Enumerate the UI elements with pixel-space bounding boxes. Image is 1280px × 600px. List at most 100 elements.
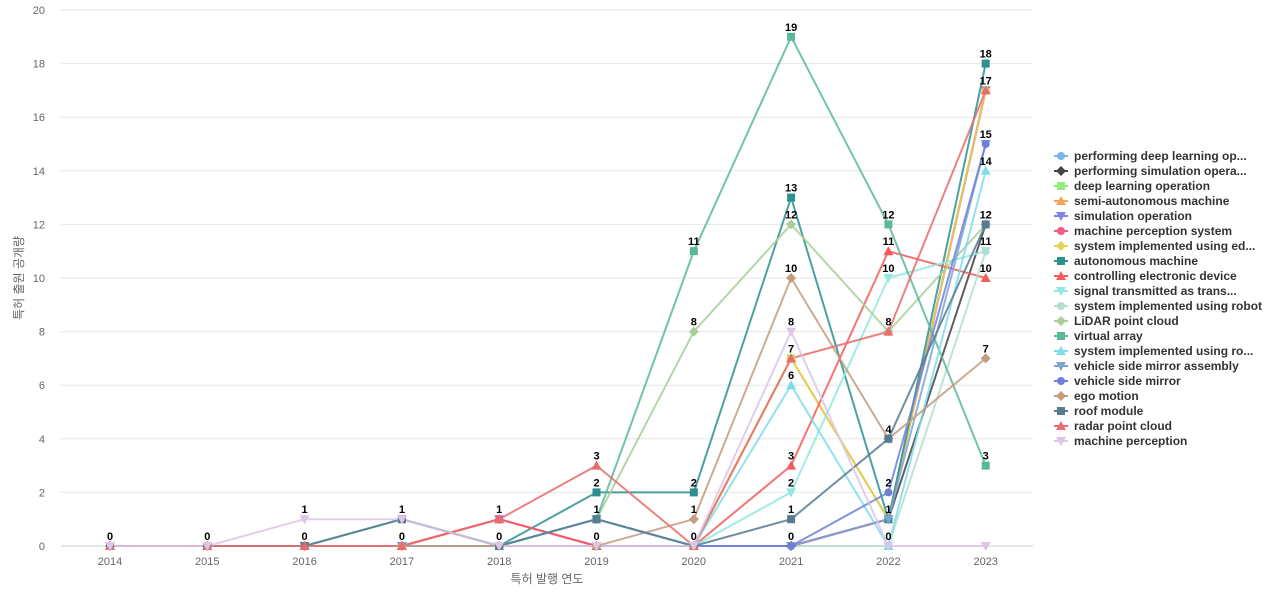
data-label: 0 (885, 531, 891, 543)
x-axis-ticks: 2014 2015 2016 2017 2018 2019 2020 2021 2022 2023 (98, 556, 998, 568)
legend-label: controlling electronic device (1074, 269, 1237, 283)
data-label: 2 (593, 477, 599, 489)
legend-item[interactable]: performing simulation opera... (1054, 164, 1247, 178)
data-label: 12 (980, 209, 992, 221)
series-point (688, 542, 699, 551)
data-label: 7 (983, 343, 989, 355)
data-label: 19 (785, 22, 797, 34)
legend-marker (1056, 362, 1066, 371)
legend-marker (1056, 287, 1066, 296)
legend-item[interactable]: virtual array (1054, 329, 1143, 343)
x-axis-title: 특허 발행 연도 (511, 571, 584, 586)
legend-item[interactable]: system implemented using ed... (1054, 239, 1255, 253)
series-point (689, 488, 698, 497)
legend-item[interactable]: system implemented using ro... (1054, 344, 1253, 358)
legend: performing deep learning op...performing… (1054, 149, 1262, 448)
legend-marker (1056, 391, 1066, 401)
series-point (494, 542, 505, 551)
series-markers (105, 32, 991, 551)
x-tick-label: 2016 (292, 556, 316, 568)
series-line (110, 90, 987, 547)
legend-item[interactable]: performing deep learning op... (1054, 149, 1247, 163)
legend-marker (1057, 407, 1065, 415)
data-label: 8 (691, 317, 697, 329)
legend-item[interactable]: LiDAR point cloud (1054, 314, 1179, 328)
series-point (981, 59, 990, 68)
y-tick-label: 12 (33, 219, 45, 231)
data-label: 1 (593, 504, 599, 516)
legend-item[interactable]: semi-autonomous machine (1054, 194, 1230, 208)
data-label: 12 (785, 209, 797, 221)
series-point (786, 353, 797, 363)
legend-item[interactable]: autonomous machine (1054, 254, 1198, 268)
legend-label: roof module (1074, 404, 1144, 418)
x-tick-label: 2014 (98, 556, 122, 568)
series-line (110, 63, 987, 547)
x-tick-label: 2021 (779, 556, 803, 568)
legend-label: system implemented using ed... (1074, 239, 1255, 253)
legend-marker (1057, 152, 1065, 160)
legend-item[interactable]: radar point cloud (1054, 419, 1172, 433)
data-label: 0 (788, 531, 794, 543)
legend-marker (1057, 377, 1065, 385)
legend-marker (1056, 316, 1066, 326)
y-axis-ticks: 0 2 4 6 8 10 12 14 16 18 20 (33, 5, 45, 553)
series-point (981, 247, 990, 256)
legend-item[interactable]: roof module (1054, 404, 1144, 418)
legend-marker (1056, 437, 1066, 446)
series-point (787, 515, 796, 524)
data-label: 10 (882, 263, 894, 275)
legend-item[interactable]: simulation operation (1054, 209, 1192, 223)
legend-label: signal transmitted as trans... (1074, 284, 1237, 298)
data-label: 0 (593, 531, 599, 543)
legend-item[interactable]: machine perception (1054, 434, 1187, 448)
legend-item[interactable]: ego motion (1054, 389, 1139, 403)
series-point (883, 274, 894, 283)
y-tick-label: 18 (33, 59, 45, 71)
data-label: 2 (788, 477, 794, 489)
legend-item[interactable]: machine perception system (1054, 224, 1232, 238)
x-tick-label: 2019 (584, 556, 608, 568)
legend-item[interactable]: vehicle side mirror (1054, 374, 1181, 388)
data-label: 0 (399, 531, 405, 543)
data-label: 1 (496, 504, 502, 516)
data-label: 3 (983, 451, 989, 463)
y-tick-label: 4 (39, 434, 45, 446)
series-point (980, 542, 991, 551)
legend-marker (1056, 241, 1066, 251)
legend-label: system implemented using robot (1074, 299, 1262, 313)
series-point (688, 514, 699, 525)
legend-label: semi-autonomous machine (1074, 194, 1230, 208)
y-tick-label: 16 (33, 112, 45, 124)
legend-label: vehicle side mirror assembly (1074, 359, 1239, 373)
data-label: 18 (980, 49, 992, 61)
series-point (980, 353, 991, 364)
series-point (786, 219, 797, 230)
series-point (787, 542, 796, 550)
series-point (786, 380, 797, 390)
series-point (592, 515, 601, 524)
data-label: 4 (885, 424, 892, 436)
series-point (981, 220, 990, 229)
x-tick-label: 2020 (682, 556, 706, 568)
series-point (202, 542, 213, 551)
data-label: 0 (302, 531, 308, 543)
legend-item[interactable]: deep learning operation (1054, 179, 1210, 193)
legend-marker (1056, 421, 1066, 430)
series-point (981, 140, 990, 148)
legend-item[interactable]: system implemented using robot (1054, 299, 1262, 313)
series-line (110, 143, 987, 547)
data-label: 7 (788, 343, 794, 355)
series-point (980, 85, 991, 95)
legend-item[interactable]: signal transmitted as trans... (1054, 284, 1237, 298)
legend-item[interactable]: controlling electronic device (1054, 269, 1237, 283)
data-label: 0 (496, 531, 502, 543)
data-label: 6 (788, 370, 794, 382)
x-tick-label: 2018 (487, 556, 511, 568)
x-tick-label: 2023 (973, 556, 997, 568)
legend-item[interactable]: vehicle side mirror assembly (1054, 359, 1239, 373)
series-lines (110, 35, 987, 547)
series-point (787, 32, 796, 41)
series-point (980, 273, 991, 282)
series-point (688, 326, 699, 337)
